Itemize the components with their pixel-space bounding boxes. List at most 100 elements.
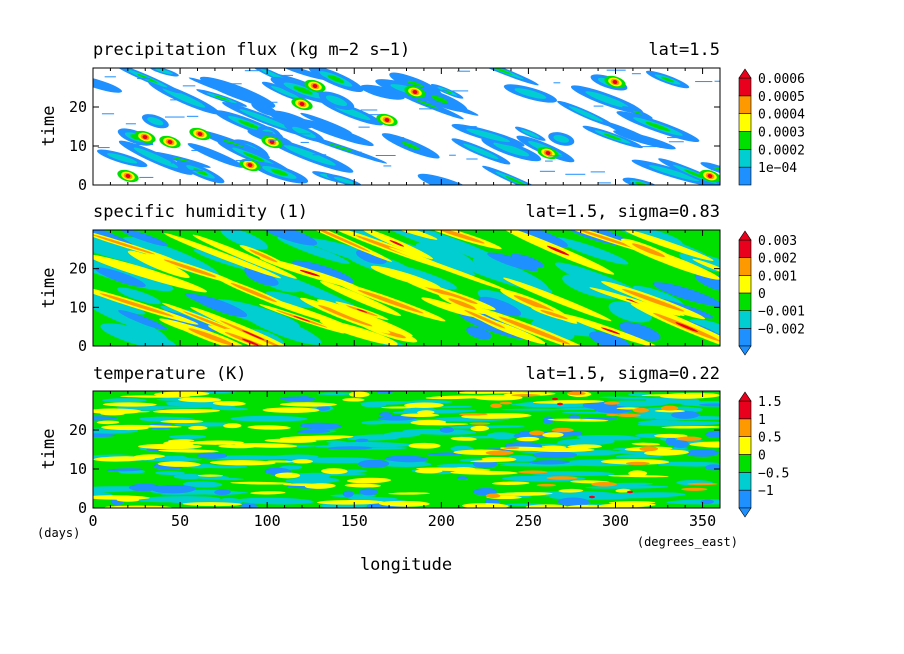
heatmap-blob (546, 245, 570, 256)
heatmap-blob (197, 474, 224, 477)
heatmap-blob (553, 135, 570, 143)
y-axis-label: time (39, 268, 59, 309)
heatmap-blob (218, 444, 256, 449)
heatmap-blob (707, 173, 713, 179)
heatmap-dash (641, 146, 657, 148)
heatmap-dash (137, 78, 150, 80)
heatmap-blob (603, 401, 620, 405)
heatmap-blob (654, 409, 685, 413)
heatmap-dash (235, 160, 251, 162)
heatmap-blob (567, 444, 602, 449)
heatmap-blob (679, 252, 720, 275)
heatmap-blob (147, 117, 164, 126)
heatmap-blob (675, 322, 698, 332)
heatmap-blob (292, 126, 317, 139)
heatmap-blob (601, 327, 621, 335)
heatmap-blob (116, 498, 140, 502)
heatmap-blob (153, 408, 220, 414)
colorbar-swatch (738, 113, 752, 132)
heatmap-blob (676, 436, 702, 441)
heatmap-blob (603, 133, 622, 141)
heatmap-dash (667, 137, 677, 139)
heatmap-blob (700, 499, 714, 505)
heatmap-blob (274, 472, 301, 479)
heatmap-dash (695, 81, 713, 83)
heatmap-blob (316, 392, 355, 396)
heatmap-blob (657, 462, 720, 467)
heatmap-blob (529, 460, 571, 465)
heatmap-blob (356, 249, 387, 265)
heatmap-dash (360, 109, 378, 111)
heatmap-blob (236, 497, 314, 505)
heatmap-dash (297, 133, 311, 135)
heatmap-blob (557, 402, 563, 406)
heatmap-blob (239, 109, 292, 130)
colorbar-label: 0.5 (758, 431, 781, 446)
heatmap-dash (553, 82, 561, 84)
heatmap-dash (358, 126, 370, 128)
heatmap-blob (526, 491, 617, 497)
heatmap-dash (545, 160, 553, 162)
y-ticks: 0 10 20 (69, 260, 720, 355)
colorbar-label: −0.002 (758, 322, 805, 337)
heatmap-blob (134, 496, 221, 503)
heatmap-dash (466, 126, 477, 128)
heatmap-blob (365, 447, 408, 450)
heatmap-blob (597, 492, 686, 499)
heatmap-blob (470, 425, 490, 432)
panel-annotation: lat=1.5 (648, 40, 720, 60)
heatmap-blob (458, 413, 488, 416)
heatmap-blob (199, 76, 276, 108)
heatmap-blob (694, 272, 720, 292)
colorbar-swatch (738, 418, 752, 437)
heatmap-blob (463, 143, 499, 160)
heatmap-blob (127, 250, 190, 279)
colorbar-extend-min (738, 507, 752, 518)
heatmap-blob (168, 434, 207, 439)
heatmap-blob (654, 433, 688, 438)
heatmap-blob (157, 461, 201, 467)
heatmap-blob (269, 139, 275, 145)
heatmap-dash (139, 176, 154, 178)
heatmap-blob (450, 467, 477, 472)
heatmap-blob (661, 76, 675, 83)
heatmap-dash (631, 73, 641, 75)
heatmap-blob (402, 428, 477, 435)
heatmap-blob (93, 416, 118, 421)
heatmap-blob (428, 452, 463, 456)
heatmap-blob (431, 405, 472, 409)
heatmap-blob (316, 299, 413, 337)
heatmap-blob (162, 87, 206, 108)
heatmap-dash (305, 123, 318, 125)
heatmap-blob (247, 425, 291, 430)
heatmap-blob (268, 110, 313, 129)
colorbar-swatch (738, 292, 752, 311)
heatmap-dash (312, 154, 327, 156)
x-tick-label: 200 (428, 512, 455, 530)
heatmap-blob (552, 397, 558, 401)
heatmap-blob (665, 436, 677, 446)
heatmap-blob (466, 326, 492, 340)
heatmap-blob (618, 322, 661, 341)
heatmap-dash (268, 139, 278, 141)
panel-title: specific humidity (1) (93, 202, 308, 222)
heatmap-dash (104, 76, 116, 78)
heatmap-blob (389, 240, 405, 247)
heatmap-blob (526, 310, 597, 337)
colorbar-label: 0 (758, 287, 766, 302)
heatmap-blob (250, 491, 286, 495)
colorbar-label: 1.5 (758, 395, 781, 410)
heatmap-blob (197, 452, 228, 459)
colorbar-swatch (738, 436, 752, 455)
heatmap-blob (632, 243, 665, 257)
heatmap-blob (408, 442, 441, 449)
heatmap-blob (128, 483, 160, 492)
colorbar-swatch (738, 310, 752, 329)
heatmap-blob (501, 408, 564, 411)
heatmap-blob (415, 469, 443, 474)
heatmap-blob (249, 249, 278, 263)
y-tick-label: 20 (69, 260, 87, 278)
heatmap-blob (628, 470, 648, 477)
heatmap-blob (612, 79, 618, 85)
colorbar-label: −0.5 (758, 466, 789, 481)
